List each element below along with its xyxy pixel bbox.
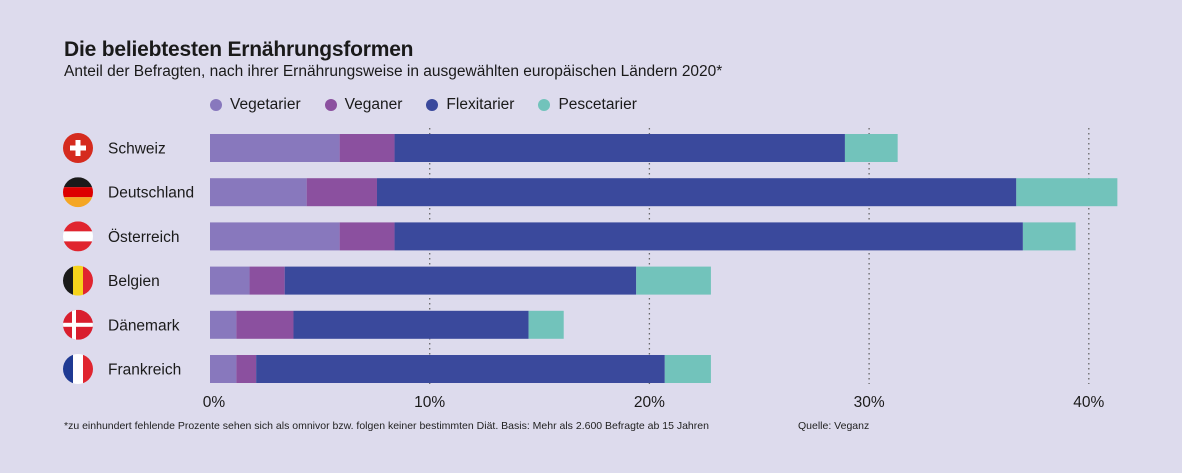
legend-item-pescetarier: Pescetarier	[538, 96, 637, 114]
country-label: Österreich	[108, 228, 180, 246]
bar-segment-flexitarier	[256, 355, 665, 383]
bar-segment-veganer	[339, 222, 395, 251]
legend-label: Vegetarier	[230, 96, 301, 113]
legend-dot-flexitarier	[426, 99, 439, 111]
country-label: Dänemark	[108, 317, 180, 334]
danish-flag-icon	[63, 309, 93, 340]
bar-segment-flexitarier	[376, 178, 1017, 207]
bar-segment-vegetarier	[210, 222, 340, 251]
legend-dot-veganer	[324, 99, 337, 111]
legend-label: Pescetarier	[558, 96, 637, 113]
country-label: Belgien	[108, 273, 160, 290]
bar-segment-flexitarier	[293, 310, 529, 339]
country-label: Schweiz	[108, 141, 166, 158]
swiss-flag-icon	[63, 133, 93, 163]
bar-segment-flexitarier	[284, 266, 637, 295]
footnote: *zu einhundert fehlende Prozente sehen s…	[64, 420, 709, 432]
x-tick-label: 10%	[414, 394, 445, 411]
legend-dot-pescetarier	[538, 99, 551, 111]
belgian-flag-icon	[63, 265, 93, 296]
bar-segment-flexitarier	[394, 134, 845, 162]
bar-segment-vegetarier	[210, 310, 237, 339]
bar-segment-pescetarier	[528, 310, 564, 339]
legend-label: Veganer	[344, 96, 403, 113]
german-flag-icon	[63, 177, 93, 208]
bar-segment-pescetarier	[1016, 178, 1118, 207]
x-tick-label: 30%	[854, 394, 885, 411]
bar-segment-pescetarier	[1022, 222, 1076, 251]
bar-segment-veganer	[236, 310, 294, 339]
bar-segment-vegetarier	[210, 178, 307, 207]
bar-segment-vegetarier	[210, 355, 237, 383]
bar-segment-veganer	[236, 355, 257, 383]
country-label: Deutschland	[108, 185, 194, 202]
legend-item-veganer: Veganer	[324, 96, 403, 114]
french-flag-icon	[63, 354, 93, 384]
legend: Vegetarier Veganer Flexitarier Pescetari…	[210, 96, 637, 114]
bar-segment-veganer	[249, 266, 285, 295]
bar-segment-vegetarier	[210, 134, 340, 162]
legend-item-vegetarier: Vegetarier	[210, 96, 301, 114]
source-note: Quelle: Veganz	[798, 420, 870, 432]
bar-segment-pescetarier	[844, 134, 898, 162]
x-tick-label: 20%	[634, 394, 665, 411]
x-tick-label: 0%	[203, 394, 226, 411]
country-label: Frankreich	[108, 362, 181, 379]
legend-dot-vegetarier	[210, 99, 222, 111]
chart-title: Die beliebtesten Ernährungsformen	[64, 38, 414, 61]
austrian-flag-icon	[63, 221, 93, 252]
legend-label: Flexitarier	[446, 96, 515, 113]
bar-segment-pescetarier	[636, 266, 711, 295]
x-tick-label: 40%	[1073, 394, 1104, 411]
bar-segment-veganer	[339, 134, 395, 162]
legend-item-flexitarier: Flexitarier	[426, 96, 514, 114]
chart-subtitle: Anteil der Befragten, nach ihrer Ernähru…	[64, 63, 723, 80]
bar-segment-vegetarier	[210, 266, 250, 295]
bar-segment-veganer	[306, 178, 377, 207]
bar-segment-flexitarier	[394, 222, 1023, 251]
bar-segment-pescetarier	[664, 355, 711, 383]
